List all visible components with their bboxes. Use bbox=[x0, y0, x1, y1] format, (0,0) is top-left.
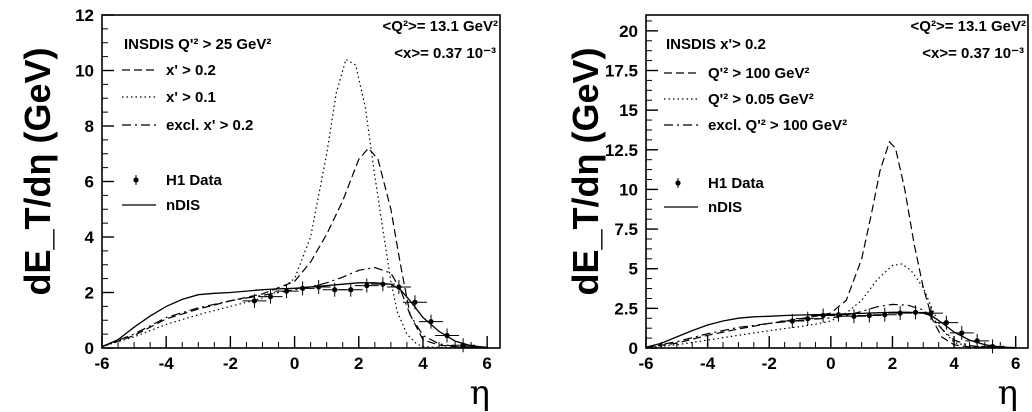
y-tick-label: 2.5 bbox=[614, 299, 638, 318]
y-tick-label: 10 bbox=[619, 180, 638, 199]
data-point bbox=[412, 299, 418, 305]
selection-annotation: INSDIS x'> 0.2 bbox=[666, 36, 766, 53]
y-axis-label: dE_T/dη (GeV) bbox=[565, 47, 606, 295]
chart-right: -6 -4 -2 0 2 4 6 0 2.5 5 7.5 10 12.5 15 17.5 20 dE_T/dη … bbox=[565, 14, 1029, 412]
x-tick-label: -4 bbox=[700, 354, 716, 373]
series-line-dashed bbox=[645, 140, 1016, 349]
data-point bbox=[789, 318, 795, 324]
data-point bbox=[928, 310, 934, 316]
legend-label: Q'² > 0.05 GeV² bbox=[708, 91, 814, 108]
legend-label: Q'² > 100 GeV² bbox=[708, 65, 810, 82]
data-point bbox=[912, 309, 919, 315]
data-point bbox=[348, 287, 354, 293]
y-tick-label: 20 bbox=[619, 22, 638, 41]
q2-annotation: <Q²>= 13.1 GeV² bbox=[383, 18, 498, 35]
legend-label: x' > 0.2 bbox=[166, 62, 216, 79]
x-tick-label: 6 bbox=[482, 354, 491, 373]
data-point bbox=[974, 338, 980, 344]
x-tick-label: -6 bbox=[94, 354, 109, 373]
data-point bbox=[332, 287, 338, 293]
data-point bbox=[820, 312, 826, 319]
series-line-dashdot bbox=[101, 266, 488, 348]
data-point bbox=[959, 330, 965, 336]
data-point bbox=[989, 343, 996, 350]
data-point bbox=[444, 332, 450, 339]
legend-label: x' > 0.1 bbox=[166, 89, 216, 106]
y-axis-label: dE_T/dη (GeV) bbox=[17, 47, 58, 295]
data-point bbox=[805, 316, 811, 322]
y-tick-label: 7.5 bbox=[614, 220, 638, 239]
data-point bbox=[300, 285, 306, 291]
chart-panel-left: -6 -4 -2 0 2 4 6 0 2 4 6 8 10 12 dE_T/dη (GeV) η x' > 0.… bbox=[17, 6, 501, 412]
y-tick-label: 10 bbox=[75, 62, 94, 81]
series-h1-data bbox=[780, 305, 1005, 354]
x-axis-label: η bbox=[470, 373, 490, 412]
y-tick-label: 0 bbox=[85, 339, 94, 358]
data-point bbox=[267, 294, 274, 300]
plot-frame bbox=[101, 14, 501, 349]
x-tick-label: 2 bbox=[354, 354, 363, 373]
data-point bbox=[396, 284, 402, 290]
legend-label: H1 Data bbox=[166, 172, 223, 189]
legend-label: H1 Data bbox=[708, 175, 765, 192]
chart-panel-right: -6 -4 -2 0 2 4 6 0 2.5 5 7.5 10 12.5 15 17.5 20 dE_T/dη … bbox=[516, 0, 1032, 412]
data-point bbox=[882, 312, 888, 318]
data-point bbox=[866, 312, 872, 319]
x-tick-label: 0 bbox=[290, 354, 299, 373]
data-point bbox=[428, 319, 434, 325]
data-point bbox=[364, 282, 370, 289]
chart-left: -6 -4 -2 0 2 4 6 0 2 4 6 8 10 12 dE_T/dη (GeV) η x' > 0.… bbox=[17, 6, 501, 412]
x-tick-label: 4 bbox=[418, 354, 428, 373]
series-h1-data bbox=[242, 277, 476, 353]
q2-annotation: <Q²>= 13.1 GeV² bbox=[911, 18, 1026, 35]
x-tick-label: -2 bbox=[223, 354, 238, 373]
y-tick-label: 15 bbox=[619, 101, 638, 120]
y-tick-label: 4 bbox=[85, 228, 95, 247]
y-tick-label: 2 bbox=[85, 284, 94, 303]
x-tick-label: -6 bbox=[638, 354, 653, 373]
x-tick-label: 0 bbox=[826, 354, 835, 373]
data-point bbox=[251, 298, 258, 304]
series-line-dashed bbox=[101, 147, 488, 348]
y-tick-label: 5 bbox=[629, 260, 638, 279]
plot-frame bbox=[645, 14, 1029, 349]
y-tick-label: 12.5 bbox=[605, 141, 638, 160]
data-point bbox=[943, 320, 949, 326]
x-annotation: <x>= 0.37 10⁻³ bbox=[394, 45, 496, 62]
y-tick-label: 8 bbox=[85, 117, 94, 136]
data-point bbox=[460, 342, 466, 348]
legend-label: excl. x' > 0.2 bbox=[166, 117, 253, 134]
data-point bbox=[283, 288, 290, 294]
x-tick-label: 2 bbox=[888, 354, 897, 373]
data-point bbox=[897, 310, 903, 316]
series-line-dotted bbox=[645, 263, 1016, 349]
x-tick-label: 6 bbox=[1011, 354, 1020, 373]
x-tick-label: -2 bbox=[762, 354, 777, 373]
data-point bbox=[380, 281, 386, 287]
data-point bbox=[316, 284, 322, 290]
data-point bbox=[851, 313, 857, 319]
x-annotation: <x>= 0.37 10⁻³ bbox=[922, 45, 1024, 62]
legend-label: nDIS bbox=[708, 199, 742, 216]
selection-annotation: INSDIS Q'² > 25 GeV² bbox=[124, 36, 271, 53]
series-line-dashdot bbox=[645, 303, 1016, 349]
x-tick-label: 4 bbox=[949, 354, 959, 373]
legend-label: nDIS bbox=[166, 197, 200, 214]
series-line-dotted bbox=[101, 58, 488, 349]
legend-label: excl. Q'² > 100 GeV² bbox=[708, 117, 847, 134]
data-point bbox=[835, 312, 842, 318]
x-axis-label: η bbox=[998, 373, 1018, 412]
y-tick-label: 6 bbox=[85, 173, 94, 192]
x-tick-label: -4 bbox=[159, 354, 175, 373]
y-tick-label: 0 bbox=[629, 339, 638, 358]
y-tick-label: 12 bbox=[75, 6, 94, 25]
y-tick-label: 17.5 bbox=[605, 62, 638, 81]
